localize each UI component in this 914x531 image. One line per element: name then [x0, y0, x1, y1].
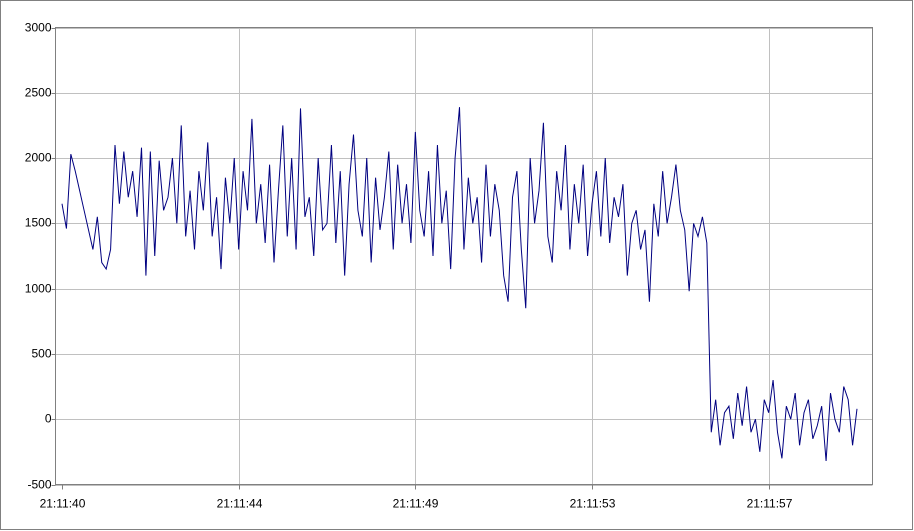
grid: -500 0 500 1000 1500 2000 2500 3000 21:11:40 21:1…: [25, 21, 873, 511]
x-tick-label: 21:11:53: [570, 497, 616, 511]
y-tick-label: 3000: [25, 21, 52, 35]
y-tick-label: 500: [31, 347, 51, 361]
y-tick-label: 1500: [25, 216, 52, 230]
marks: [61, 107, 858, 462]
y-tick-label: 1000: [25, 282, 52, 296]
data-line: [61, 107, 858, 462]
x-tick-label: 21:11:57: [747, 497, 793, 511]
plot-frame: [55, 27, 873, 485]
x-tick-label: 21:11:49: [393, 497, 439, 511]
y-tick-label: 2500: [25, 86, 52, 100]
x-tick-label: 21:11:44: [217, 497, 263, 511]
y-tick-label: 2000: [25, 151, 52, 165]
x-tick-label: 21:11:40: [40, 497, 86, 511]
y-tick-label: 0: [45, 412, 52, 426]
y-tick-label: -500: [27, 478, 51, 492]
